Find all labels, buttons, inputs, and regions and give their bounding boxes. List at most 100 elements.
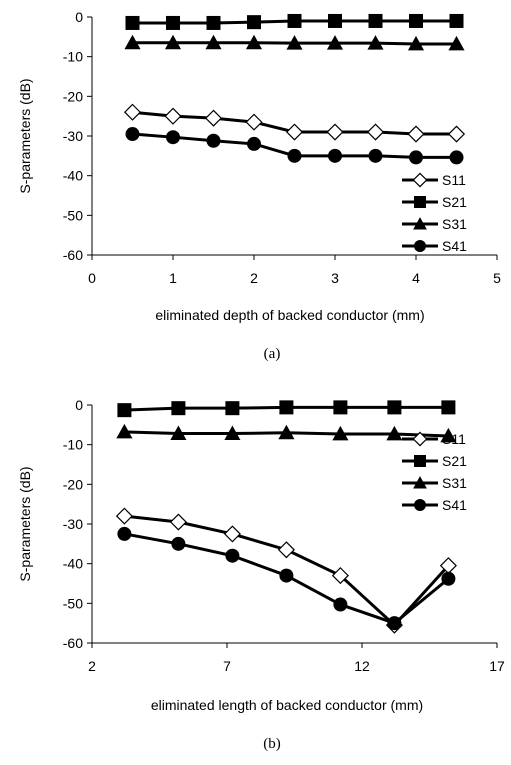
data-point-s31 bbox=[407, 35, 425, 51]
y-tick-label: -60 bbox=[63, 635, 83, 651]
data-point-s11 bbox=[123, 103, 142, 121]
data-point-s41 bbox=[279, 568, 294, 583]
legend-entry: S11 bbox=[442, 172, 466, 188]
legend-entry: S41 bbox=[442, 497, 467, 513]
y-tick-label: -40 bbox=[63, 556, 83, 572]
y-axis-title: S-parameters (dB) bbox=[17, 78, 33, 193]
legend-entry: S31 bbox=[442, 216, 467, 232]
data-point-s41 bbox=[333, 597, 348, 612]
data-point-s21 bbox=[328, 13, 342, 28]
data-point-s41 bbox=[449, 150, 464, 165]
x-axis-title: eliminated length of backed conductor (m… bbox=[151, 697, 423, 713]
y-tick-label: -50 bbox=[63, 595, 83, 611]
x-tick-label: 5 bbox=[493, 270, 501, 286]
legend-marker bbox=[414, 240, 426, 252]
data-point-s31 bbox=[286, 35, 303, 50]
data-point-s21 bbox=[125, 15, 140, 30]
data-point-s31 bbox=[440, 427, 457, 443]
data-point-s11 bbox=[223, 525, 241, 543]
data-point-s41 bbox=[171, 536, 186, 551]
data-point-s11 bbox=[326, 123, 344, 141]
x-tick-label: 2 bbox=[250, 270, 258, 286]
data-point-s31 bbox=[448, 35, 465, 51]
y-tick-label: -40 bbox=[63, 168, 83, 184]
x-tick-label: 1 bbox=[169, 270, 177, 286]
legend-marker bbox=[414, 499, 426, 511]
data-point-s11 bbox=[277, 541, 295, 559]
data-point-s31 bbox=[326, 35, 344, 50]
x-tick-label: 2 bbox=[88, 658, 96, 674]
legend-entry: S31 bbox=[442, 475, 467, 491]
data-point-s31 bbox=[332, 425, 349, 441]
data-point-s21 bbox=[449, 13, 464, 28]
legend-marker bbox=[414, 196, 426, 208]
data-point-s21 bbox=[247, 15, 261, 30]
data-point-s21 bbox=[387, 400, 402, 415]
data-point-s41 bbox=[206, 133, 221, 148]
x-tick-label: 12 bbox=[354, 658, 370, 674]
legend-marker bbox=[414, 455, 426, 467]
chart-a: 0 -10 -20 -30 -40 -50 -60 0 1 2 3 4 5 S-parameters (d… bbox=[17, 9, 501, 362]
data-point-s31 bbox=[124, 34, 141, 50]
data-point-s31 bbox=[205, 34, 222, 50]
data-point-s41 bbox=[247, 136, 261, 151]
data-point-s41 bbox=[125, 127, 140, 142]
data-point-s11 bbox=[204, 109, 223, 127]
x-tick-label: 3 bbox=[331, 270, 339, 286]
data-point-s21 bbox=[279, 400, 294, 415]
x-axis-title: eliminated depth of backed conductor (mm… bbox=[155, 307, 424, 323]
y-tick-label: -60 bbox=[63, 247, 83, 263]
data-point-s11 bbox=[285, 123, 304, 141]
data-point-s11 bbox=[447, 125, 466, 143]
data-point-s41 bbox=[166, 130, 180, 145]
y-tick-label: -30 bbox=[63, 516, 83, 532]
y-tick-label: 0 bbox=[75, 397, 83, 413]
y-tick-label: -50 bbox=[63, 207, 83, 223]
data-point-s21 bbox=[166, 15, 180, 30]
legend-entry: S41 bbox=[442, 238, 467, 254]
x-tick-label: 17 bbox=[489, 658, 505, 674]
y-tick-label: -10 bbox=[63, 49, 83, 65]
x-tick-label: 0 bbox=[88, 270, 96, 286]
y-tick-label: 0 bbox=[75, 9, 83, 25]
data-point-s11 bbox=[366, 123, 385, 141]
data-point-s11 bbox=[245, 113, 263, 131]
data-point-s41 bbox=[225, 548, 240, 563]
data-point-s21 bbox=[171, 401, 186, 416]
data-point-s31 bbox=[116, 423, 133, 439]
data-point-s41 bbox=[368, 148, 383, 163]
data-point-s31 bbox=[170, 425, 187, 440]
legend-entry: S21 bbox=[442, 453, 467, 469]
data-point-s21 bbox=[333, 400, 348, 415]
data-point-s11 bbox=[169, 513, 187, 531]
data-point-s21 bbox=[441, 400, 456, 415]
data-point-s21 bbox=[287, 13, 302, 28]
legend-marker bbox=[412, 431, 428, 447]
data-point-s11 bbox=[115, 507, 133, 525]
legend-entry: S11 bbox=[442, 431, 466, 447]
data-point-s31 bbox=[367, 35, 384, 50]
data-point-s41 bbox=[441, 571, 456, 586]
y-tick-label: -30 bbox=[63, 128, 83, 144]
data-point-s11 bbox=[164, 107, 182, 125]
data-point-s41 bbox=[409, 150, 423, 165]
data-point-s31 bbox=[245, 34, 263, 50]
data-point-s21 bbox=[206, 15, 221, 30]
chart-caption: (a) bbox=[264, 346, 281, 362]
chart-caption: (b) bbox=[263, 736, 281, 752]
data-point-s11 bbox=[331, 567, 349, 585]
data-point-s41 bbox=[387, 616, 402, 631]
chart-b: 0 -10 -20 -30 -40 -50 -60 2 7 12 17 S-parameters (d… bbox=[17, 397, 505, 752]
data-point-s21 bbox=[409, 13, 423, 28]
data-point-s21 bbox=[225, 401, 240, 416]
y-tick-label: -20 bbox=[63, 88, 83, 104]
y-tick-label: -10 bbox=[63, 437, 83, 453]
y-tick-label: -20 bbox=[63, 476, 83, 492]
data-point-s11 bbox=[407, 125, 425, 143]
data-point-s41 bbox=[117, 526, 132, 541]
data-point-s31 bbox=[164, 34, 182, 50]
data-point-s21 bbox=[117, 403, 132, 418]
data-point-s21 bbox=[368, 13, 383, 28]
x-tick-label: 7 bbox=[223, 658, 231, 674]
data-point-s31 bbox=[278, 424, 295, 440]
